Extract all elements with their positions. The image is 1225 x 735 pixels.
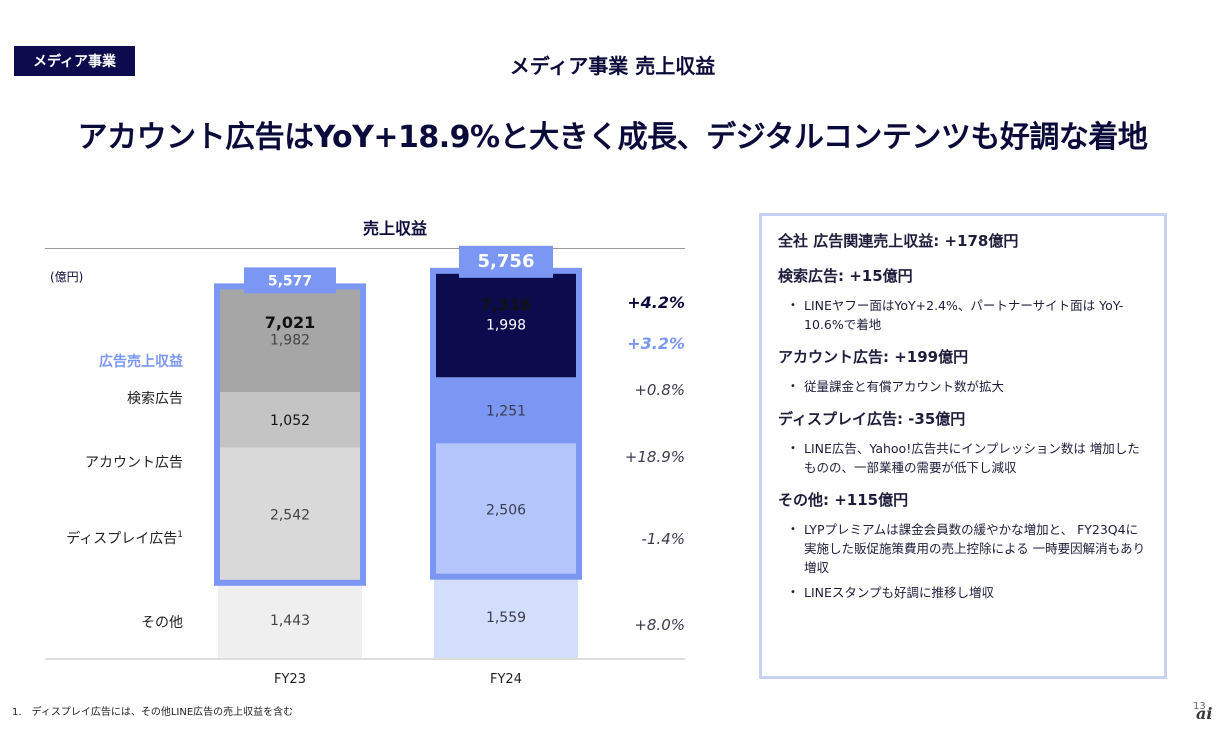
legend-ad-revenue: 広告売上収益 bbox=[99, 353, 183, 370]
growth-other: +8.0% bbox=[634, 616, 685, 634]
ad-revenue-badge-fy24 bbox=[459, 245, 553, 278]
overall-heading: 全社 広告関連売上収益: +178億円 bbox=[778, 232, 1019, 250]
data-label-account-fy24: 1,251 bbox=[486, 403, 526, 419]
data-label-display-fy23: 2,542 bbox=[270, 508, 310, 524]
footnote: 1. ディスプレイ広告には、その他LINE広告の売上収益を含む bbox=[12, 707, 294, 718]
growth-search: +0.8% bbox=[634, 381, 685, 399]
display-heading: ディスプレイ広告: -35億円 bbox=[778, 410, 966, 428]
commentary-panel: 全社 広告関連売上収益: +178億円 検索広告: +15億円 LINEヤフー面… bbox=[759, 213, 1167, 679]
data-label-display-fy24: 2,506 bbox=[486, 503, 526, 519]
search-bullets: LINEヤフー面はYoY+2.4%、パートナーサイト面は YoY-10.6%で着… bbox=[778, 296, 1150, 334]
segment-tag: メディア事業 bbox=[14, 46, 135, 76]
bar-other-fy23 bbox=[218, 581, 362, 658]
chart-title-rule bbox=[45, 248, 685, 249]
list-item: LINEスタンプも好調に推移し増収 bbox=[790, 583, 1150, 602]
growth-ad-revenue: +3.2% bbox=[627, 334, 685, 353]
growth-display: -1.4% bbox=[641, 530, 685, 548]
bar-other-fy24 bbox=[434, 575, 578, 658]
bar-display-fy23 bbox=[218, 447, 362, 582]
ad-revenue-badge-fy23 bbox=[244, 267, 336, 294]
display-bullets: LINE広告、Yahoo!広告共にインプレッション数は 増加したものの、一部業種… bbox=[778, 439, 1150, 477]
data-label-other-fy24: 1,559 bbox=[486, 610, 526, 626]
ai-logo: ai bbox=[1196, 704, 1213, 723]
data-label-search-fy24: 1,998 bbox=[486, 318, 526, 334]
legend-display: ディスプレイ広告1 bbox=[66, 530, 183, 547]
list-item: LINEヤフー面はYoY+2.4%、パートナーサイト面は YoY-10.6%で着… bbox=[790, 296, 1150, 334]
other-bullets: LYPプレミアムは課金会員数の緩やかな増加と、 FY23Q4に実施した販促施策費… bbox=[778, 520, 1150, 602]
legend-account: アカウント広告 bbox=[85, 455, 183, 471]
growth-account: +18.9% bbox=[625, 448, 685, 466]
unit-label: (億円) bbox=[50, 270, 84, 284]
data-label-other-fy23: 1,443 bbox=[270, 613, 310, 629]
account-bullets: 従量課金と有償アカウント数が拡大 bbox=[778, 377, 1150, 396]
headline: アカウント広告はYoY+18.9%と大きく成長、デジタルコンテンツも好調な着地 bbox=[77, 120, 1148, 155]
chart-title: 売上収益 bbox=[362, 219, 427, 238]
bar-search-fy23 bbox=[218, 287, 362, 393]
legend-other: その他 bbox=[141, 615, 183, 631]
list-item: LYPプレミアムは課金会員数の緩やかな増加と、 FY23Q4に実施した販促施策費… bbox=[790, 520, 1150, 577]
category-label-fy24: FY24 bbox=[490, 672, 522, 687]
category-label-fy23: FY23 bbox=[274, 672, 306, 687]
other-heading: その他: +115億円 bbox=[778, 491, 909, 509]
search-heading: 検索広告: +15億円 bbox=[778, 267, 913, 285]
legend-search: 検索広告 bbox=[127, 390, 183, 407]
data-label-search-fy23: 1,982 bbox=[270, 333, 310, 349]
page-title: メディア事業 売上収益 bbox=[509, 54, 716, 78]
list-item: 従量課金と有償アカウント数が拡大 bbox=[790, 377, 1150, 396]
account-heading: アカウント広告: +199億円 bbox=[778, 348, 969, 366]
bar-account-fy24 bbox=[434, 377, 578, 444]
data-label-account-fy23: 1,052 bbox=[270, 413, 310, 429]
list-item: LINE広告、Yahoo!広告共にインプレッション数は 増加したものの、一部業種… bbox=[790, 439, 1150, 477]
bar-search-fy24 bbox=[434, 271, 578, 378]
page-number: 13 bbox=[1193, 701, 1206, 712]
ad-revenue-label-fy23: 5,577 bbox=[268, 273, 312, 289]
bar-display-fy24 bbox=[434, 443, 578, 576]
total-label-fy24: 7,316 bbox=[481, 295, 532, 314]
growth-total: +4.2% bbox=[627, 293, 685, 312]
total-label-fy23: 7,021 bbox=[265, 313, 316, 332]
ad-revenue-label-fy24: 5,756 bbox=[478, 251, 535, 272]
bar-account-fy23 bbox=[218, 392, 362, 448]
